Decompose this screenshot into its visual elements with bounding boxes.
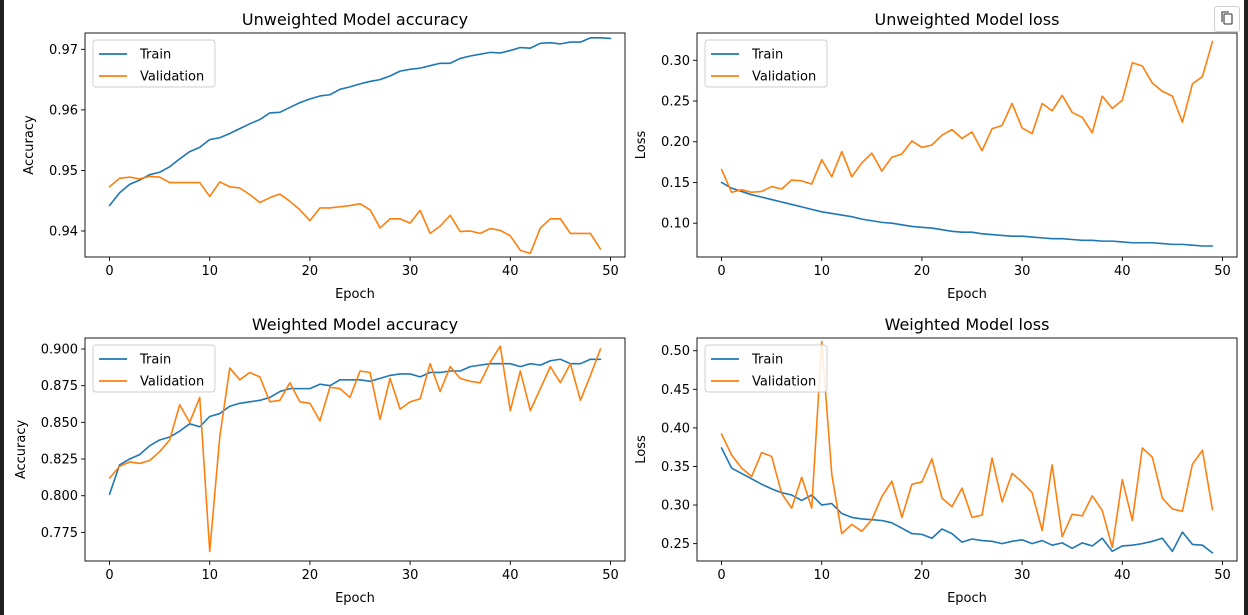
x-tick-label: 0: [717, 568, 725, 583]
x-tick-label: 10: [201, 264, 218, 279]
subplot-1: Unweighted Model accuracy 0 10 20 30 40 50 0.94…: [22, 10, 626, 302]
legend-label-train: Train: [751, 48, 783, 63]
y-tick-label: 0.15: [661, 176, 690, 191]
x-tick-label: 50: [602, 568, 619, 583]
series-line-train: [720, 181, 1214, 247]
series-line-validation: [720, 340, 1214, 549]
legend-label-validation: Validation: [140, 375, 204, 390]
x-tick-label: 20: [302, 568, 319, 583]
y-tick-label: 0.775: [41, 526, 78, 541]
subplot-4: Weighted Model loss 0 10 20 30 40 50 0.25 0.30 0.…: [634, 315, 1238, 606]
y-tick-label: 0.96: [49, 103, 78, 118]
chart-title: Weighted Model loss: [885, 315, 1050, 334]
y-tick-label: 0.30: [661, 54, 690, 69]
subplots-grid: Unweighted Model accuracy 0 10 20 30 40 50 0.94…: [14, 10, 1238, 606]
y-tick-label: 0.850: [41, 416, 78, 431]
axes-frame: [84, 337, 626, 562]
x-axis-label: Epoch: [947, 287, 987, 302]
chart-title: Unweighted Model loss: [875, 10, 1060, 29]
series-line-validation: [108, 345, 602, 553]
y-tick-label: 0.45: [661, 383, 690, 398]
subplot-2: Unweighted Model loss 0 10 20 30 40 50 0.10 0.15…: [634, 10, 1238, 302]
y-tick-label: 0.94: [49, 224, 78, 239]
x-tick-label: 30: [402, 568, 419, 583]
x-tick-label: 0: [105, 568, 113, 583]
series-line-train: [108, 37, 612, 207]
copy-icon: [1221, 11, 1233, 25]
x-tick-label: 50: [602, 264, 619, 279]
x-tick-label: 10: [813, 264, 830, 279]
x-tick-label: 40: [502, 264, 519, 279]
series-line-validation: [108, 175, 602, 255]
x-tick-label: 10: [813, 568, 830, 583]
y-tick-label: 0.40: [661, 421, 690, 436]
series-line-train: [720, 447, 1214, 554]
legend: Train Validation: [92, 344, 216, 393]
legend: Train Validation: [704, 39, 828, 88]
y-axis-label: Loss: [634, 435, 649, 464]
x-axis-label: Epoch: [335, 591, 375, 606]
y-tick-label: 0.25: [661, 95, 690, 110]
legend-label-validation: Validation: [140, 70, 204, 85]
x-tick-label: 30: [402, 264, 419, 279]
series-line-train: [108, 358, 602, 496]
x-tick-label: 10: [201, 568, 218, 583]
legend: Train Validation: [92, 39, 216, 88]
x-tick-label: 0: [717, 264, 725, 279]
y-tick-label: 0.800: [41, 489, 78, 504]
x-tick-label: 20: [302, 264, 319, 279]
series-line-validation: [720, 40, 1214, 194]
y-tick-label: 0.10: [661, 217, 690, 232]
chart-title: Weighted Model accuracy: [252, 315, 458, 334]
x-tick-label: 20: [914, 568, 931, 583]
copy-output-button[interactable]: [1214, 6, 1240, 32]
x-axis-label: Epoch: [947, 591, 987, 606]
x-tick-label: 40: [1114, 264, 1131, 279]
x-tick-label: 50: [1214, 568, 1231, 583]
axes-frame: [696, 337, 1238, 562]
x-tick-label: 40: [1114, 568, 1131, 583]
axes-frame: [696, 32, 1238, 258]
figure-background: [4, 0, 1244, 615]
x-tick-label: 40: [502, 568, 519, 583]
legend-label-validation: Validation: [752, 375, 816, 390]
y-tick-label: 0.875: [41, 379, 78, 394]
legend-label-validation: Validation: [752, 70, 816, 85]
y-tick-label: 0.30: [661, 499, 690, 514]
y-tick-label: 0.95: [49, 164, 78, 179]
x-tick-label: 30: [1014, 568, 1031, 583]
y-tick-label: 0.25: [661, 537, 690, 552]
chart-title: Unweighted Model accuracy: [242, 10, 468, 29]
x-axis-label: Epoch: [335, 287, 375, 302]
y-tick-label: 0.20: [661, 135, 690, 150]
axes-frame: [84, 32, 626, 258]
x-tick-label: 20: [914, 264, 931, 279]
y-tick-label: 0.97: [49, 43, 78, 58]
y-axis-label: Accuracy: [22, 115, 37, 175]
x-tick-label: 30: [1014, 264, 1031, 279]
x-tick-label: 50: [1214, 264, 1231, 279]
subplot-3: Weighted Model accuracy 0 10 20 30 40 50 0.775 0…: [14, 315, 626, 606]
x-tick-label: 0: [105, 264, 113, 279]
y-tick-label: 0.35: [661, 460, 690, 475]
legend-label-train: Train: [139, 48, 171, 63]
y-axis-label: Loss: [634, 131, 649, 160]
y-tick-label: 0.825: [41, 453, 78, 468]
y-axis-label: Accuracy: [14, 420, 29, 480]
legend: Train Validation: [704, 344, 828, 393]
legend-label-train: Train: [139, 353, 171, 368]
y-tick-label: 0.50: [661, 344, 690, 359]
legend-label-train: Train: [751, 353, 783, 368]
y-tick-label: 0.900: [41, 343, 78, 358]
